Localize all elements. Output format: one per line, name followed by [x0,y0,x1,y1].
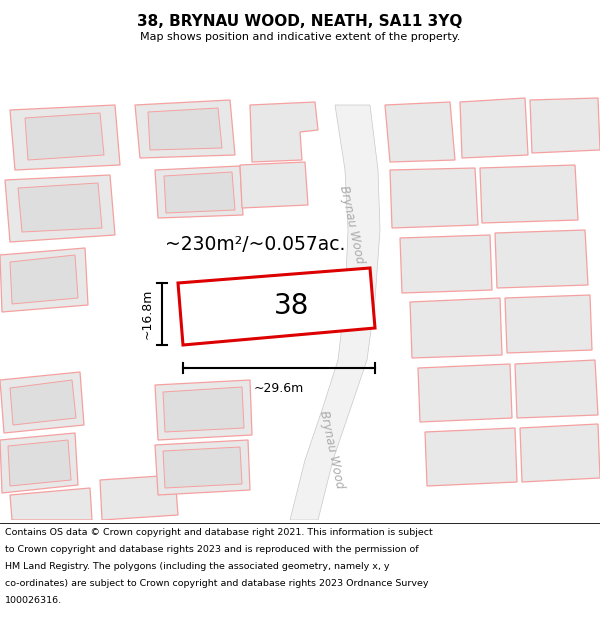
Polygon shape [410,298,502,358]
Polygon shape [25,113,104,160]
Polygon shape [400,235,492,293]
Polygon shape [0,433,78,493]
Text: 38: 38 [274,292,309,320]
Polygon shape [163,447,242,488]
Polygon shape [10,488,92,520]
Polygon shape [164,172,235,213]
Polygon shape [240,162,308,208]
Polygon shape [460,98,528,158]
Text: Brynau Wood: Brynau Wood [337,185,367,265]
Polygon shape [250,102,318,162]
Text: HM Land Registry. The polygons (including the associated geometry, namely x, y: HM Land Registry. The polygons (includin… [5,562,389,571]
Polygon shape [385,102,455,162]
Polygon shape [155,166,243,218]
Polygon shape [390,168,478,228]
Polygon shape [135,100,235,158]
Polygon shape [155,440,250,495]
Polygon shape [0,248,88,312]
Polygon shape [148,108,222,150]
Polygon shape [480,165,578,223]
Polygon shape [515,360,598,418]
Text: to Crown copyright and database rights 2023 and is reproduced with the permissio: to Crown copyright and database rights 2… [5,545,419,554]
Text: Brynau Wood: Brynau Wood [317,410,347,490]
Text: Contains OS data © Crown copyright and database right 2021. This information is : Contains OS data © Crown copyright and d… [5,528,433,537]
Polygon shape [10,105,120,170]
Text: ~16.8m: ~16.8m [141,289,154,339]
Polygon shape [100,475,178,520]
Polygon shape [5,175,115,242]
Text: ~29.6m: ~29.6m [254,382,304,395]
Polygon shape [155,380,252,440]
Polygon shape [178,268,375,345]
Text: 38, BRYNAU WOOD, NEATH, SA11 3YQ: 38, BRYNAU WOOD, NEATH, SA11 3YQ [137,14,463,29]
Polygon shape [290,105,380,520]
Polygon shape [0,372,84,433]
Text: Map shows position and indicative extent of the property.: Map shows position and indicative extent… [140,32,460,42]
Polygon shape [18,183,102,232]
Text: ~230m²/~0.057ac.: ~230m²/~0.057ac. [165,236,346,254]
Polygon shape [163,387,244,432]
Polygon shape [495,230,588,288]
Polygon shape [520,424,600,482]
Polygon shape [10,255,78,304]
Polygon shape [505,295,592,353]
Text: 100026316.: 100026316. [5,596,62,605]
Polygon shape [10,380,76,425]
Polygon shape [425,428,517,486]
Polygon shape [530,98,600,153]
Text: co-ordinates) are subject to Crown copyright and database rights 2023 Ordnance S: co-ordinates) are subject to Crown copyr… [5,579,428,588]
Polygon shape [418,364,512,422]
Polygon shape [8,440,71,486]
